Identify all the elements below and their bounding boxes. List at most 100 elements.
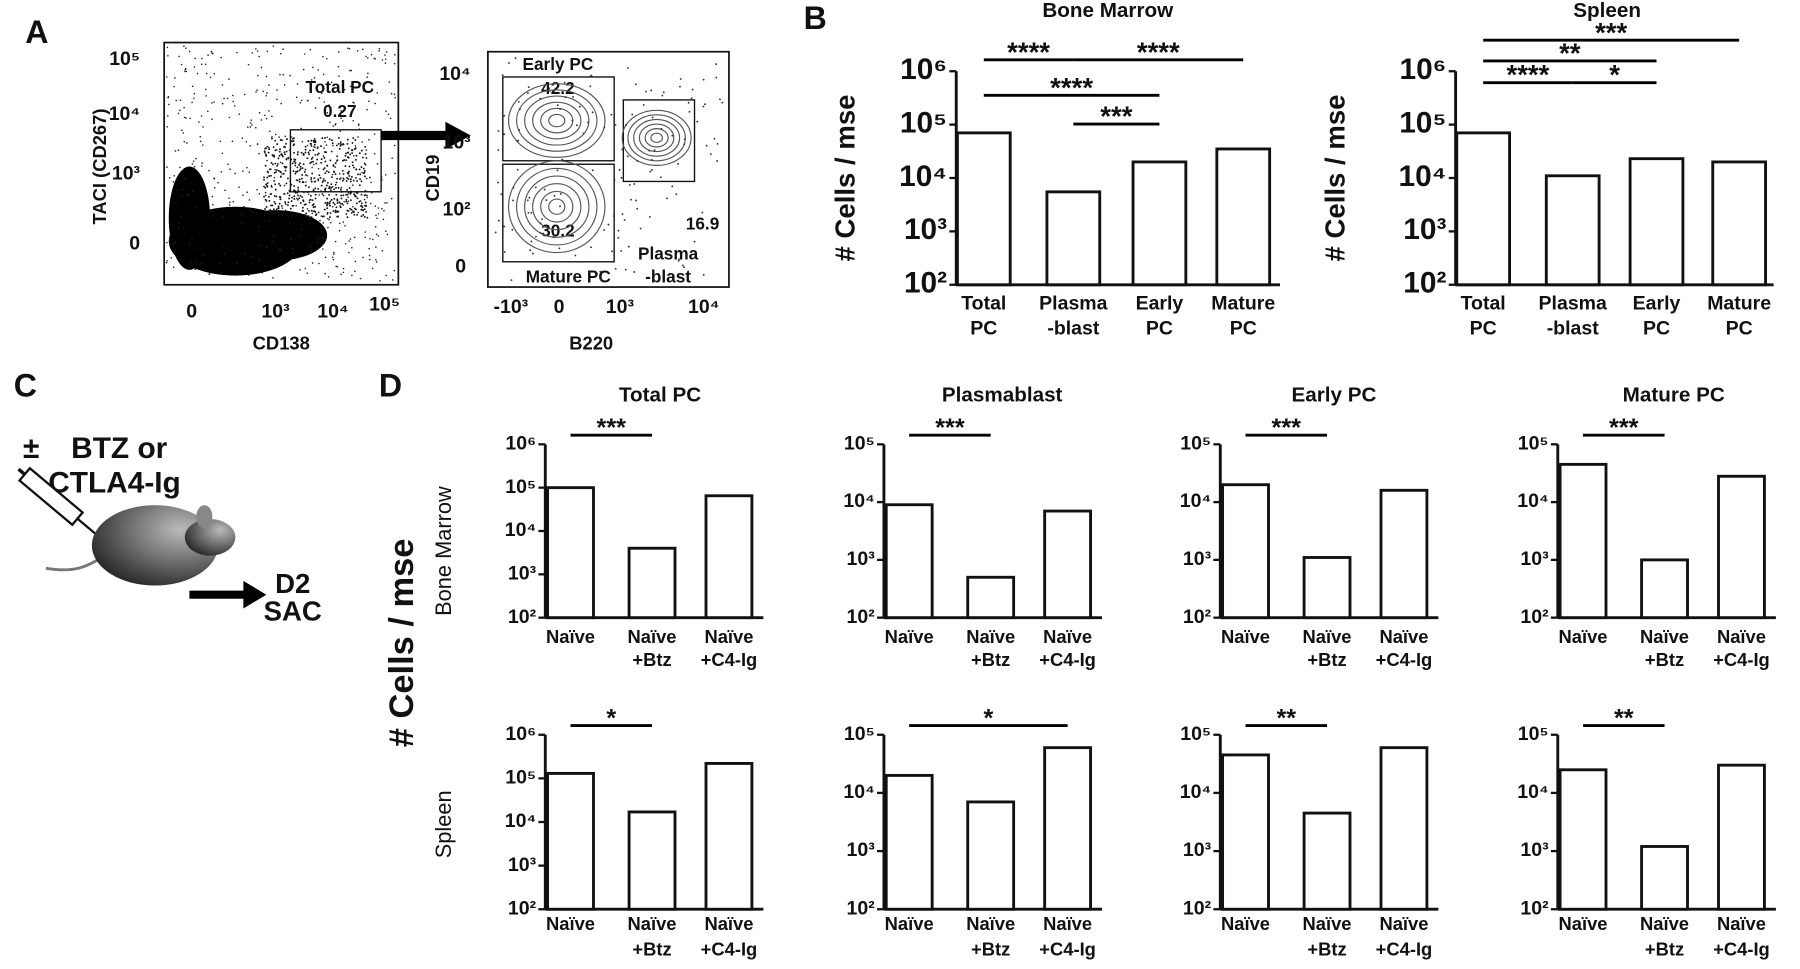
event-dot [293,137,295,140]
event-dot [311,262,314,264]
plot-frame [163,41,400,286]
event-dot [322,168,325,171]
event-dot [284,209,287,212]
event-dot [385,274,388,277]
event-dot [365,149,368,151]
y-tick-label: 10⁴ [505,519,536,541]
event-dot [701,211,704,214]
event-dot [263,185,265,188]
event-dot [314,107,317,109]
event-dot [196,247,198,250]
event-dot [373,57,376,60]
event-dot [272,146,275,149]
event-dot [226,97,229,100]
event-dot [310,180,313,183]
event-dot [497,130,500,132]
event-dot [258,152,260,155]
event-dot [282,48,284,50]
event-dot [190,261,193,264]
event-dot [352,166,355,169]
event-dot [284,135,287,138]
event-dot [347,200,350,203]
x-tick-label: Naïve [966,626,1015,647]
event-dot [346,202,349,205]
event-dot [266,50,269,53]
event-dot [320,158,323,161]
event-dot [633,271,636,273]
event-dot [263,151,266,154]
event-dot [517,139,520,142]
event-dot [351,274,353,277]
contour [540,107,574,134]
x-tick-label: Naïve [628,913,677,934]
event-dot [282,145,285,148]
event-dot [318,262,320,265]
event-dot [238,186,240,189]
x-tick-label: Total [1461,292,1506,314]
significance-label: ** [1559,37,1581,68]
event-dot [309,149,311,152]
event-dot [278,249,281,251]
x-tick-label: +Btz [1645,938,1684,959]
event-dot [272,208,275,211]
contour [532,101,582,140]
event-dot [350,69,353,72]
event-dot [346,151,349,154]
event-dot [393,93,396,96]
event-dot [289,207,292,210]
event-dot [353,193,355,196]
event-dot [514,57,517,60]
event-dot [323,157,326,159]
event-dot [321,236,323,239]
event-dot [600,278,603,281]
event-dot [278,209,280,212]
event-dot [342,178,345,180]
y-axis-label: # Cells / mse [829,95,860,262]
event-dot [303,53,306,55]
event-dot [355,191,358,194]
event-dot [313,177,316,180]
contour [540,190,574,223]
event-dot [310,250,313,253]
event-dot [269,209,272,211]
event-dot [623,218,626,221]
event-dot [180,63,183,66]
event-dot [276,162,279,165]
y-tick-label: 10² [1183,897,1212,919]
event-dot [614,123,617,126]
event-dot [280,249,282,251]
gate-label: Early PC [523,54,594,74]
event-dot [330,150,333,153]
mouse-tail [45,555,104,572]
event-dot [220,56,222,59]
event-dot [314,180,317,183]
event-dot [268,84,270,86]
event-dot [302,68,305,71]
event-dot [309,48,312,51]
event-dot [376,92,379,94]
event-dot [379,280,381,282]
event-dot [173,174,175,177]
event-dot [530,240,533,243]
event-dot [683,266,685,269]
event-dot [365,211,368,213]
significance-label: *** [1100,101,1132,132]
event-dot [330,198,333,201]
event-dot [617,236,620,239]
event-dot [349,238,352,240]
event-dot [298,178,301,181]
bar [704,494,754,620]
contour [524,95,590,146]
event-dot [363,215,366,218]
event-dot [181,188,184,191]
event-dot [274,162,277,165]
event-dot [339,205,342,208]
event-dot [241,213,244,216]
event-dot [345,200,348,203]
chart-title: Bone Marrow [1042,0,1174,22]
event-dot [328,193,331,196]
event-dot [266,182,269,185]
y-tick-label: 10⁵ [900,106,947,139]
event-dot [267,171,270,174]
event-dot [291,247,294,250]
